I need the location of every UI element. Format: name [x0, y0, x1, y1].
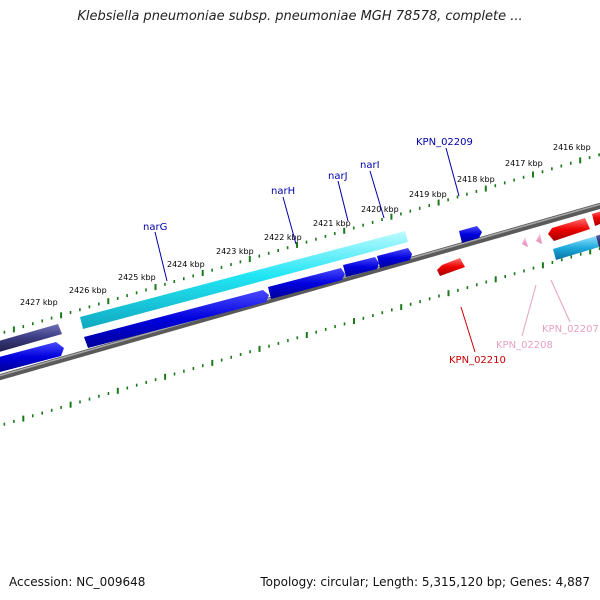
- gene-label-narI: narI: [360, 160, 380, 171]
- tick-label-2416: 2416 kbp: [553, 143, 591, 152]
- tick-label-2426: 2426 kbp: [69, 286, 107, 295]
- gene-label-narJ: narJ: [328, 171, 348, 182]
- gene-label-KPN_02207: KPN_02207: [542, 324, 599, 335]
- feature-red-right[interactable]: [548, 210, 600, 241]
- outer-tick-ring: [3, 153, 600, 334]
- tick-label-2420: 2420 kbp: [361, 205, 399, 214]
- feature-narH-blue[interactable]: [268, 268, 345, 299]
- tick-label-2421: 2421 kbp: [313, 219, 351, 228]
- tick-label-2423: 2423 kbp: [216, 247, 254, 256]
- gene-label-KPN_02208: KPN_02208: [496, 340, 553, 351]
- tick-label-2422: 2422 kbp: [264, 233, 302, 242]
- tick-label-2424: 2424 kbp: [167, 260, 205, 269]
- feature-navy-right: [596, 234, 600, 247]
- gene-label-narH: narH: [271, 186, 295, 197]
- tick-label-2427: 2427 kbp: [20, 298, 58, 307]
- feature-blue-left: [0, 342, 64, 372]
- gene-label-KPN_02208-group: KPN_02208: [496, 284, 553, 351]
- gene-label-narG: narG: [143, 222, 167, 233]
- map-title: Klebsiella pneumoniae subsp. pneumoniae …: [77, 9, 523, 24]
- gene-label-KPN_02209: KPN_02209: [416, 137, 473, 148]
- gene-label-narG-group: narG: [143, 222, 168, 282]
- gene-label-KPN_02209-group: KPN_02209: [416, 137, 473, 197]
- gene-label-KPN_02207-group: KPN_02207: [542, 279, 599, 335]
- feature-KPN_02210[interactable]: [437, 258, 465, 276]
- feature-navy-left: [0, 324, 62, 352]
- tick-labels: 2427 kbp 2426 kbp 2425 kbp 2424 kbp 2423…: [20, 143, 591, 307]
- inner-tick-ring: [3, 247, 600, 426]
- gene-label-narI-group: narI: [360, 160, 385, 219]
- feature-narG-cyan[interactable]: [80, 231, 408, 329]
- feature-KPN_02209[interactable]: [459, 226, 482, 243]
- genome-summary-text: Topology: circular; Length: 5,315,120 bp…: [260, 575, 590, 589]
- feature-narJ-blue[interactable]: [343, 257, 379, 277]
- tick-label-2417: 2417 kbp: [505, 159, 543, 168]
- gene-label-narH-group: narH: [271, 186, 297, 245]
- gene-label-KPN_02210: KPN_02210: [449, 355, 506, 366]
- feature-KPN_02207[interactable]: [553, 236, 599, 260]
- tick-label-2425: 2425 kbp: [118, 273, 156, 282]
- feature-narI-blue[interactable]: [377, 248, 412, 268]
- tick-label-2418: 2418 kbp: [457, 175, 495, 184]
- feature-narG-blue[interactable]: [84, 290, 269, 348]
- gene-label-narJ-group: narJ: [328, 171, 349, 222]
- gene-label-KPN_02210-group: KPN_02210: [449, 306, 506, 366]
- tick-label-2419: 2419 kbp: [409, 190, 447, 199]
- accession-text: Accession: NC_009648: [9, 575, 146, 589]
- feature-KPN_02208[interactable]: [522, 233, 542, 247]
